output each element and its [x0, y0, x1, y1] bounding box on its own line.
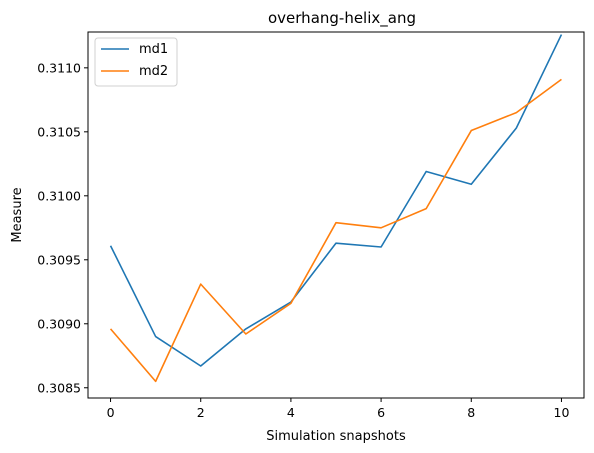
x-tick-label: 4 — [287, 405, 295, 420]
series-line-md1 — [109, 34, 563, 367]
x-tick-label: 6 — [377, 405, 385, 420]
legend-label-md1: md1 — [139, 42, 168, 57]
chart-title: overhang-helix_ang — [268, 9, 416, 28]
series-line-md2 — [109, 78, 562, 383]
x-tick-label: 10 — [554, 405, 570, 420]
x-axis-ticks: 0 2 4 6 8 10 — [107, 398, 570, 420]
x-tick-label: 2 — [197, 405, 205, 420]
y-tick-label: 0.3095 — [37, 252, 81, 267]
y-axis-label: Measure — [10, 187, 25, 242]
y-tick-label: 0.3110 — [37, 60, 81, 75]
series-layer — [109, 34, 563, 383]
x-tick-label: 8 — [467, 405, 475, 420]
x-axis-label: Simulation snapshots — [266, 429, 406, 444]
y-tick-label: 0.3105 — [37, 124, 81, 139]
legend-label-md2: md2 — [139, 64, 168, 79]
y-tick-label: 0.3100 — [37, 188, 81, 203]
y-tick-label: 0.3090 — [37, 316, 81, 331]
legend-frame — [94, 37, 178, 87]
plot-area-frame — [87, 31, 585, 399]
legend: md1 md2 — [94, 37, 178, 87]
y-axis-ticks: 0.3085 0.3090 0.3095 0.3100 0.3105 0.3110 — [37, 60, 88, 395]
y-tick-label: 0.3085 — [37, 380, 81, 395]
x-tick-label: 0 — [107, 405, 115, 420]
